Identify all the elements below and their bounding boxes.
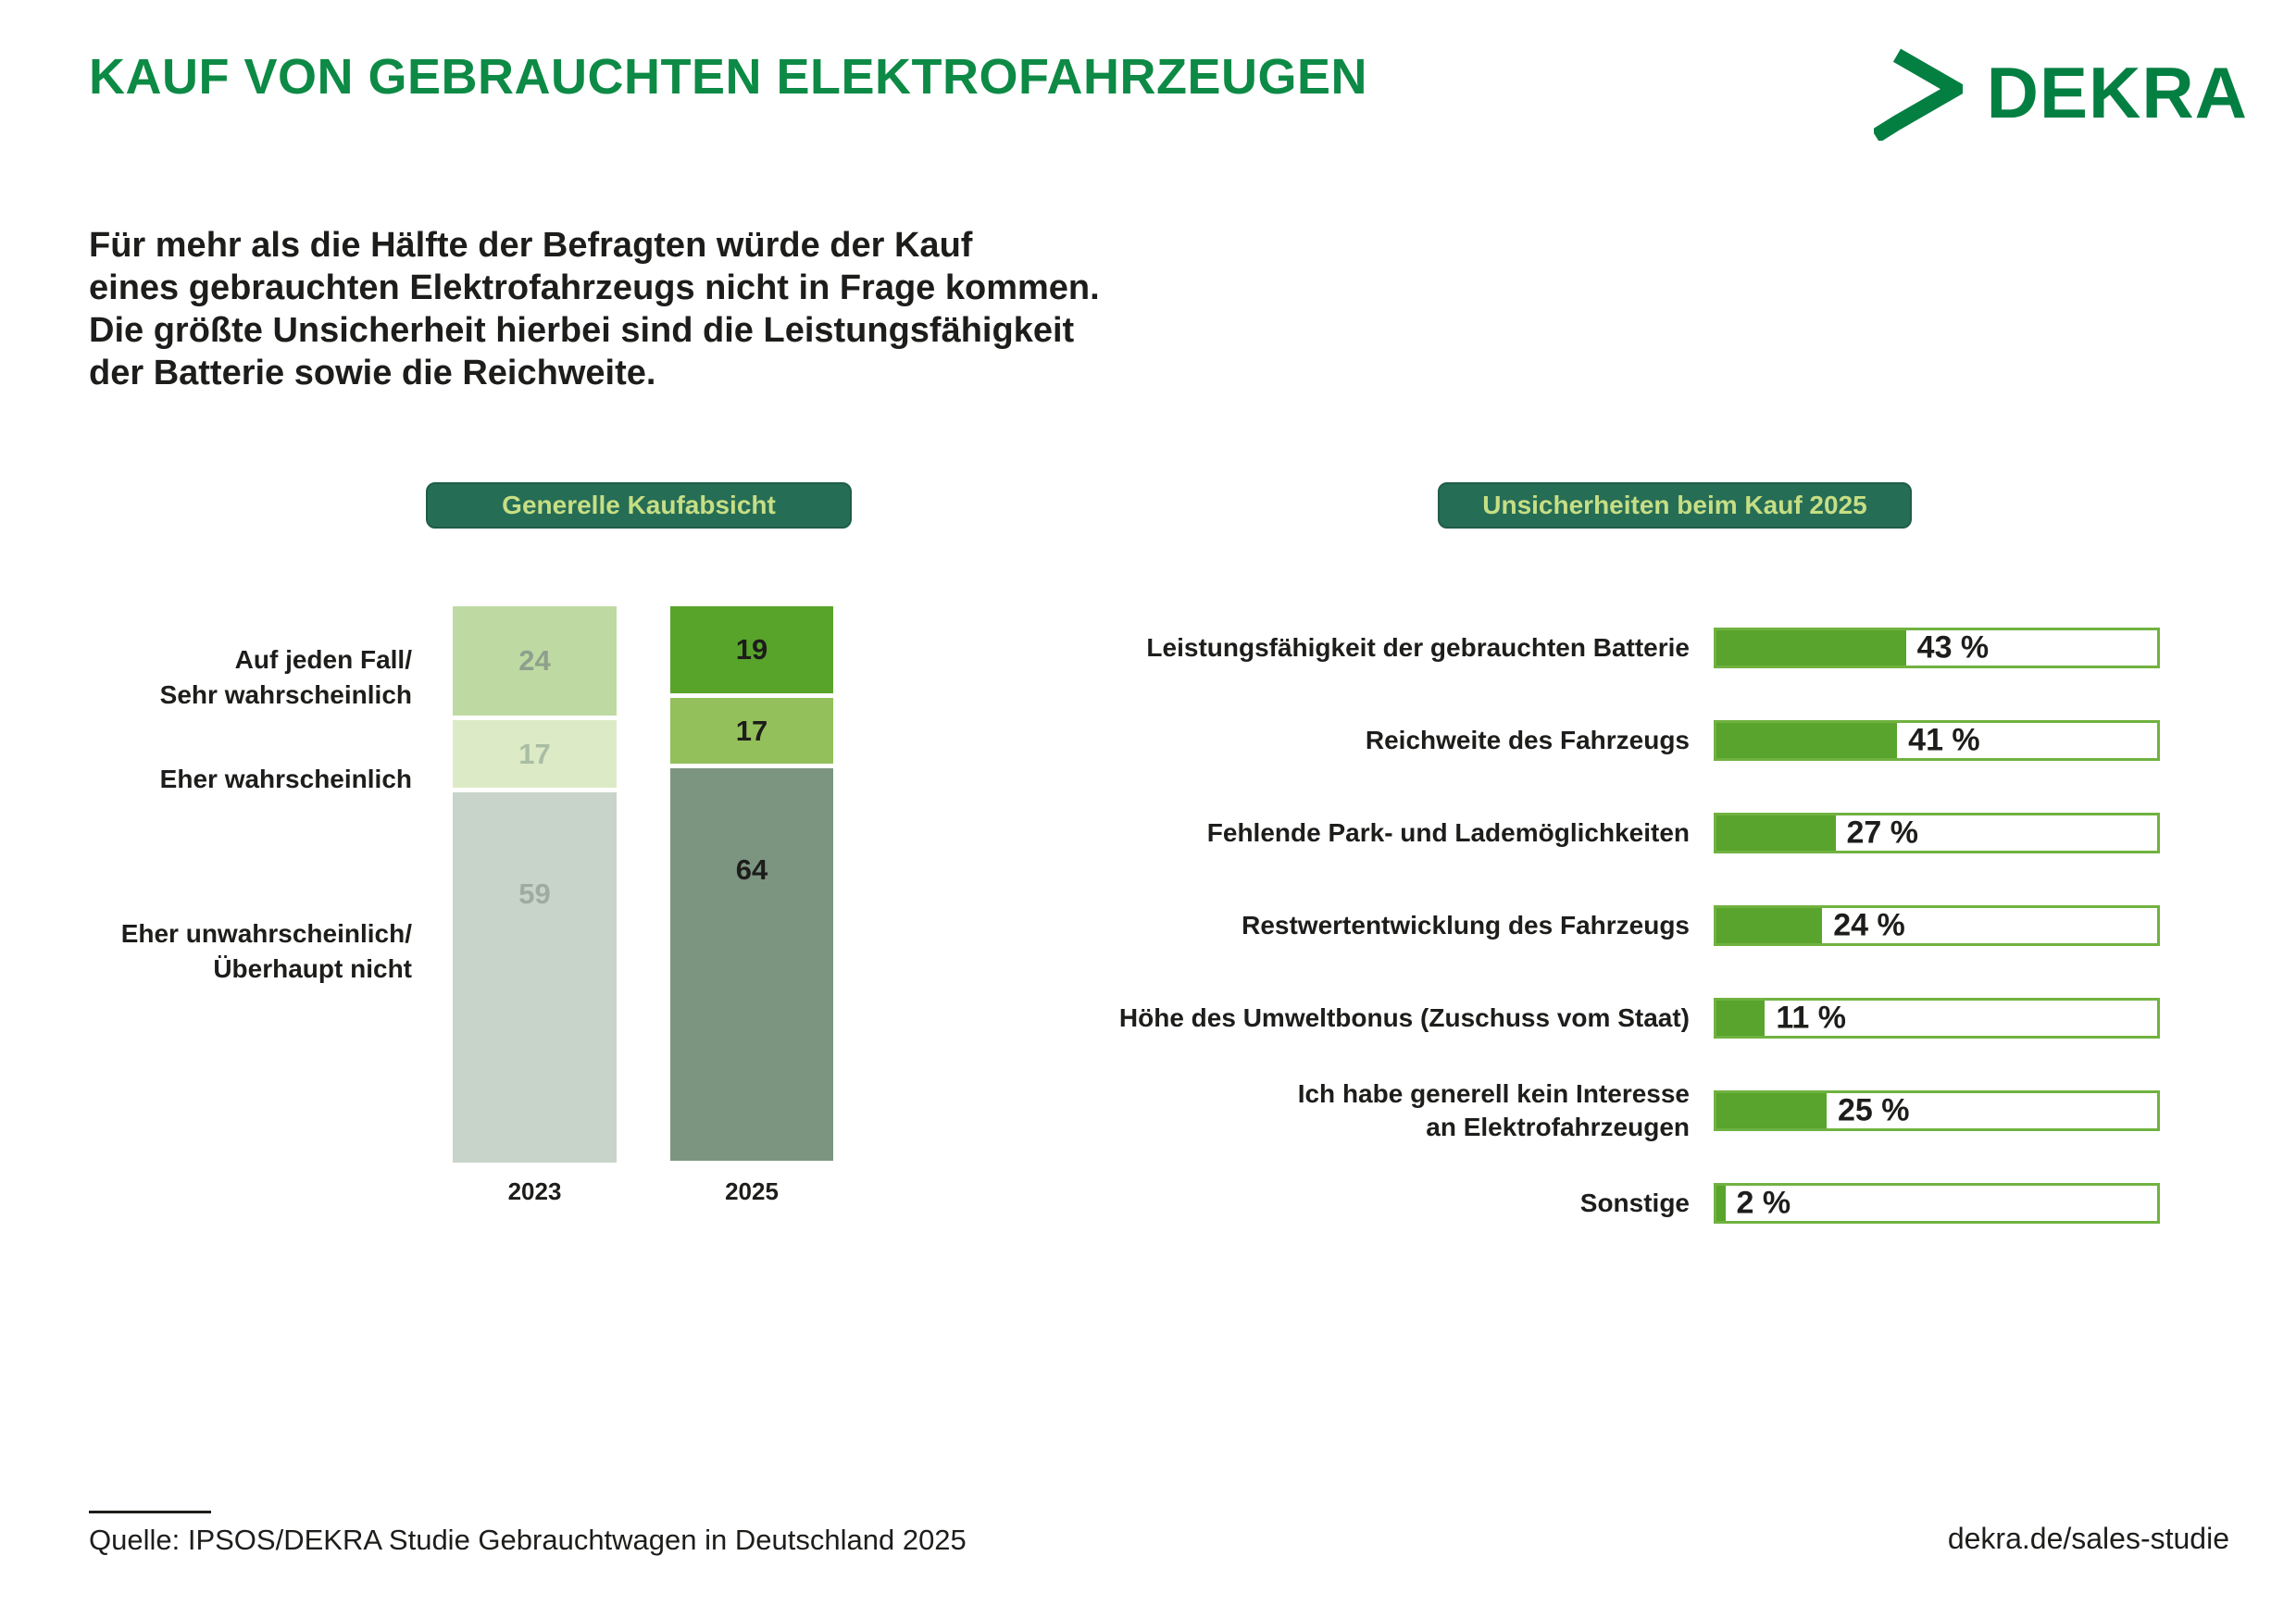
dekra-logo-text: DEKRA xyxy=(1986,52,2248,133)
segment-value-label: 19 xyxy=(735,633,768,666)
bar-segment: 24 xyxy=(453,606,617,716)
x-axis-label-2023: 2023 xyxy=(507,1177,562,1205)
bar-fill xyxy=(1716,908,1823,943)
intro-paragraph: Für mehr als die Hälfte der Befragten wü… xyxy=(89,224,1100,394)
category-label: Ich habe generell kein Interesse an Elek… xyxy=(1297,1079,1690,1141)
category-label: Auf jeden Fall/ Sehr wahrscheinlich xyxy=(159,645,412,709)
bar-value-label: 24 % xyxy=(1833,907,1905,943)
left-chart-title-badge: Generelle Kaufabsicht xyxy=(426,482,852,529)
category-label: Restwertentwicklung des Fahrzeugs xyxy=(1242,911,1690,940)
dekra-logo: DEKRA xyxy=(1873,44,2248,141)
right-chart-title-badge: Unsicherheiten beim Kauf 2025 xyxy=(1438,482,1912,529)
category-label: Sonstige xyxy=(1579,1189,1690,1217)
bar-track: 24 % xyxy=(1714,905,2160,946)
stacked-column-2023: 24 17 59 xyxy=(453,606,617,1163)
bar-track: 43 % xyxy=(1714,628,2160,668)
bar-track: 41 % xyxy=(1714,720,2160,761)
bar-fill xyxy=(1716,723,1898,758)
footer-divider-line xyxy=(89,1511,211,1513)
bar-segment: 17 xyxy=(453,720,617,788)
dekra-arrow-icon xyxy=(1873,48,1963,141)
x-axis-label-2025: 2025 xyxy=(725,1177,779,1205)
study-link[interactable]: dekra.de/sales-studie xyxy=(1947,1522,2229,1555)
bar-value-label: 27 % xyxy=(1846,815,1919,851)
bar-segment: 64 xyxy=(670,768,833,1161)
bar-fill xyxy=(1716,1093,1827,1128)
segment-value-label: 64 xyxy=(735,853,768,886)
intro-line: Für mehr als die Hälfte der Befragten wü… xyxy=(89,226,973,265)
intro-line: der Batterie sowie die Reichweite. xyxy=(89,354,656,392)
segment-value-label: 24 xyxy=(518,644,551,677)
bar-value-label: 41 % xyxy=(1908,722,1980,758)
bar-value-label: 11 % xyxy=(1776,1000,1846,1036)
bar-value-label: 2 % xyxy=(1736,1185,1791,1221)
intro-line: eines gebrauchten Elektrofahrzeugs nicht… xyxy=(89,268,1100,307)
bar-fill xyxy=(1716,630,1906,666)
category-label: Reichweite des Fahrzeugs xyxy=(1365,726,1690,754)
bar-segment: 59 xyxy=(453,792,617,1163)
category-label: Eher unwahrscheinlich/ Überhaupt nicht xyxy=(120,919,412,983)
bar-track: 25 % xyxy=(1714,1090,2160,1131)
category-label: Eher wahrscheinlich xyxy=(159,765,412,793)
source-text: Quelle: IPSOS/DEKRA Studie Gebrauchtwage… xyxy=(89,1524,967,1556)
category-label: Fehlende Park- und Lademöglichkeiten xyxy=(1206,818,1690,847)
bar-segment: 19 xyxy=(670,606,833,693)
bar-track: 2 % xyxy=(1714,1183,2160,1224)
page-title: KAUF VON GEBRAUCHTEN ELEKTROFAHRZEUGEN xyxy=(89,49,1368,105)
bar-track: 11 % xyxy=(1714,998,2160,1039)
bar-segment: 17 xyxy=(670,698,833,764)
bar-track: 27 % xyxy=(1714,813,2160,853)
segment-value-label: 17 xyxy=(518,737,551,770)
category-label: Leistungsfähigkeit der gebrauchten Batte… xyxy=(1146,633,1690,662)
category-label: Höhe des Umweltbonus (Zuschuss vom Staat… xyxy=(1118,1003,1690,1032)
intro-line: Die größte Unsicherheit hierbei sind die… xyxy=(89,311,1075,350)
bar-value-label: 43 % xyxy=(1916,629,1990,666)
stacked-column-2025: 19 17 64 xyxy=(670,606,833,1161)
bar-fill xyxy=(1716,815,1836,851)
bar-fill xyxy=(1716,1001,1766,1036)
segment-value-label: 59 xyxy=(518,877,551,910)
segment-value-label: 17 xyxy=(735,714,768,747)
bar-fill xyxy=(1716,1186,1726,1221)
bar-value-label: 25 % xyxy=(1838,1092,1910,1128)
